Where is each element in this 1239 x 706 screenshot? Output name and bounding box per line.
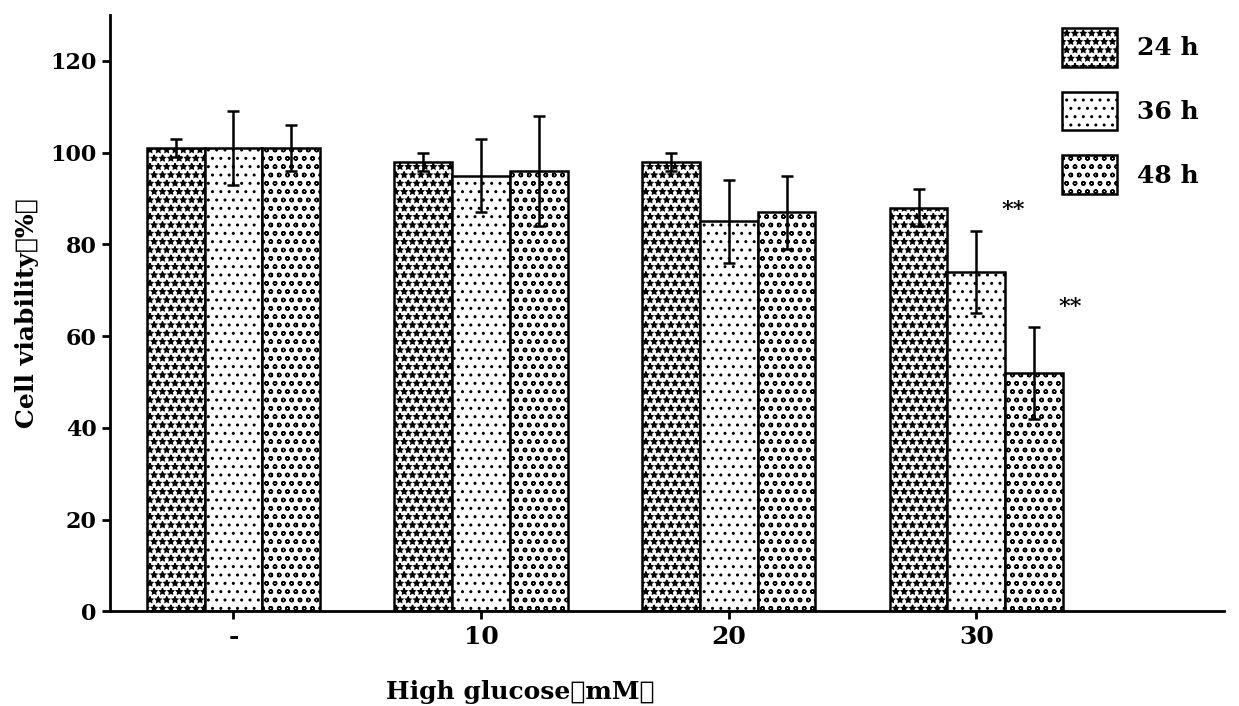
Bar (452, 176, 510, 611)
Bar (642, 162, 700, 611)
Bar (147, 148, 204, 611)
Bar (948, 272, 1005, 611)
Legend: 24 h, 36 h, 48 h: 24 h, 36 h, 48 h (1049, 16, 1212, 206)
Bar (700, 222, 757, 611)
Text: **: ** (1059, 296, 1083, 318)
Y-axis label: Cell viability（%）: Cell viability（%） (15, 198, 38, 428)
Bar (510, 171, 567, 611)
Bar (890, 208, 948, 611)
Bar (757, 213, 815, 611)
Bar (204, 148, 263, 611)
Text: **: ** (1001, 200, 1025, 222)
Bar (394, 162, 452, 611)
Bar (1005, 373, 1063, 611)
Text: High glucose（mM）: High glucose（mM） (387, 680, 654, 704)
Bar (263, 148, 320, 611)
